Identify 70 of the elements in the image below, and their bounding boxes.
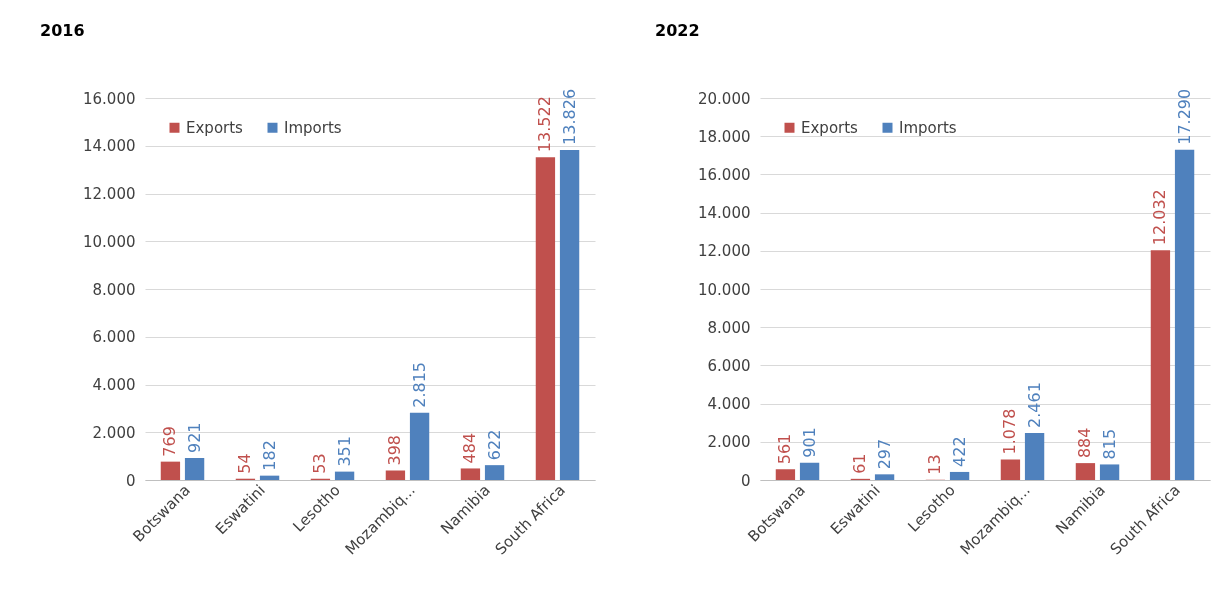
data-label: 351: [334, 436, 354, 467]
data-label: 921: [184, 422, 204, 454]
data-label: 484: [460, 432, 480, 464]
y-tick-label: 14.000: [83, 137, 136, 156]
data-label: 622: [484, 429, 504, 461]
y-tick-label: 16.000: [698, 165, 751, 184]
y-tick-label: 10.000: [83, 232, 136, 251]
y-tick-label: 14.000: [698, 204, 751, 223]
bar: [874, 474, 895, 480]
data-label: 1.078: [1000, 408, 1020, 455]
data-label: 182: [259, 440, 279, 471]
bar: [460, 468, 481, 480]
legend-label: Imports: [899, 118, 957, 137]
y-tick-label: 10.000: [698, 280, 751, 299]
data-label: 561: [775, 433, 795, 465]
bar: [775, 469, 796, 480]
y-tick-label: 0: [125, 471, 136, 490]
data-label: 53: [310, 453, 330, 474]
y-tick-label: 20.000: [698, 89, 751, 108]
bar: [484, 465, 505, 480]
y-tick-label: 2.000: [707, 433, 751, 452]
bar: [259, 475, 280, 480]
chart-title: 2022: [655, 20, 700, 40]
legend-label: Exports: [186, 118, 244, 137]
data-label: 54: [235, 453, 255, 474]
bar: [1024, 432, 1045, 480]
chart-title: 2016: [40, 20, 85, 40]
data-label: 2.461: [1024, 382, 1044, 428]
bar: [385, 470, 406, 480]
bar: [334, 471, 355, 480]
y-tick-label: 8.000: [92, 280, 136, 299]
data-label: 13.826: [559, 88, 579, 145]
y-tick-label: 18.000: [698, 127, 751, 146]
legend-label: Imports: [284, 118, 342, 137]
data-label: 13.522: [535, 96, 555, 153]
y-tick-label: 12.000: [83, 185, 136, 203]
y-tick-label: 8.000: [707, 318, 751, 337]
data-label: 884: [1075, 427, 1095, 459]
bar: [949, 471, 970, 480]
y-tick-label: 6.000: [707, 356, 751, 375]
data-label: 17.290: [1174, 88, 1194, 145]
y-tick-label: 12.000: [698, 242, 751, 261]
data-label: 61: [850, 453, 870, 474]
y-tick-label: 2.000: [92, 423, 136, 442]
legend-label: Exports: [801, 118, 859, 137]
y-tick-label: 4.000: [707, 395, 751, 414]
bar: [559, 149, 580, 480]
data-label: 13: [925, 454, 945, 475]
data-label: 12.032: [1150, 189, 1170, 246]
y-tick-label: 0: [740, 471, 751, 490]
data-label: 815: [1099, 428, 1119, 460]
bar: [1150, 250, 1171, 480]
bar: [535, 157, 556, 480]
y-tick-label: 6.000: [92, 328, 136, 347]
bar: [1075, 463, 1096, 480]
bar: [1174, 149, 1195, 480]
y-tick-label: 4.000: [92, 376, 136, 394]
data-label: 398: [385, 434, 405, 466]
data-label: 901: [799, 427, 819, 458]
data-label: 2.815: [409, 361, 429, 408]
bar: [184, 458, 205, 480]
data-label: 769: [160, 426, 180, 457]
bar: [409, 412, 430, 480]
bar: [799, 462, 820, 480]
y-tick-label: 16.000: [83, 89, 136, 108]
bar: [160, 461, 181, 480]
data-label: 422: [949, 436, 969, 467]
bar: [1099, 464, 1120, 480]
data-label: 297: [874, 438, 894, 470]
bar: [1000, 459, 1021, 480]
